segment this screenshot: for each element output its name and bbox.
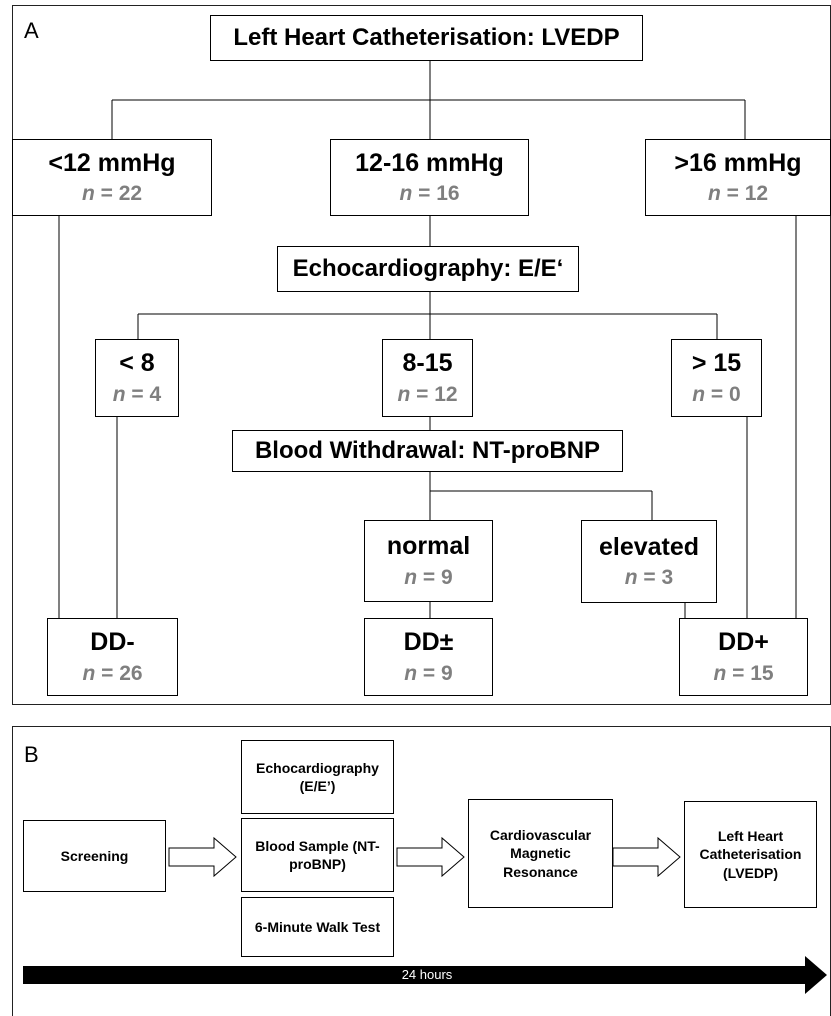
echo-header-box: Echocardiography: E/E‘: [277, 246, 579, 292]
bnp-normal-count: n = 9: [404, 565, 452, 590]
echo-high-box: > 15 n = 0: [671, 339, 762, 417]
count-value: 22: [118, 182, 143, 206]
lhc-step-label: Left Heart Catheterisation (LVEDP): [699, 828, 802, 881]
equals-sign: =: [95, 661, 120, 685]
equals-sign: =: [705, 382, 730, 406]
count-value: 4: [149, 382, 162, 406]
echo-mid-box: 8-15 n = 12: [382, 339, 473, 417]
outcome-dd-pm-box: DD± n = 9: [364, 618, 493, 696]
lvedp-mid-label: 12-16 mmHg: [355, 148, 504, 177]
lvedp-low-box: <12 mmHg n = 22: [12, 139, 212, 216]
lvedp-high-label: >16 mmHg: [674, 148, 802, 177]
outcome-dd-minus-box: DD- n = 26: [47, 618, 178, 696]
arrow-right-icon: [396, 836, 465, 878]
outcome-dd-plus-label: DD+: [718, 628, 769, 657]
equals-sign: =: [417, 565, 442, 589]
echo-low-label: < 8: [119, 349, 155, 378]
echo-step-box: Echocardiography (E/E’): [241, 740, 394, 814]
panel-a-letter: A: [24, 18, 39, 43]
blood-step-label: Blood Sample (NT-proBNP): [255, 837, 380, 872]
timeline-arrow-icon: [23, 956, 827, 994]
echo-high-count: n = 0: [692, 382, 740, 407]
screening-label: Screening: [60, 847, 129, 864]
echo-mid-count: n = 12: [397, 382, 457, 407]
blood-header-label: Blood Withdrawal: NT-proBNP: [254, 437, 601, 464]
lhc-step-box: Left Heart Catheterisation (LVEDP): [684, 801, 817, 908]
screening-box: Screening: [23, 820, 166, 892]
cmr-step-label: Cardiovascular Magnetic Resonance: [489, 827, 592, 880]
n-symbol: n: [112, 382, 126, 406]
walk-step-label: 6-Minute Walk Test: [254, 918, 381, 935]
n-symbol: n: [692, 382, 706, 406]
count-value: 3: [661, 566, 674, 590]
n-symbol: n: [707, 182, 721, 206]
outcome-dd-minus-label: DD-: [90, 628, 135, 657]
outcome-dd-plus-box: DD+ n = 15: [679, 618, 808, 696]
n-symbol: n: [713, 661, 727, 685]
lvedp-low-label: <12 mmHg: [48, 148, 176, 177]
outcome-dd-minus-count: n = 26: [82, 661, 142, 686]
count-value: 12: [744, 182, 769, 206]
echo-step-label: Echocardiography (E/E’): [256, 759, 379, 794]
count-value: 9: [441, 565, 453, 589]
bnp-elevated-box: elevated n = 3: [581, 520, 717, 603]
bnp-elevated-count: n = 3: [625, 565, 673, 590]
panel-b-letter: B: [24, 742, 39, 767]
equals-sign: =: [720, 182, 745, 206]
lvedp-high-count: n = 12: [708, 181, 768, 206]
count-value: 9: [441, 661, 453, 685]
timeline-label: 24 hours: [401, 967, 453, 982]
echo-header-label: Echocardiography: E/E‘: [292, 255, 564, 282]
n-symbol: n: [81, 182, 95, 206]
n-symbol: n: [397, 382, 411, 406]
echo-high-label: > 15: [691, 349, 742, 378]
equals-sign: =: [410, 382, 435, 406]
outcome-dd-pm-label: DD±: [403, 628, 454, 657]
bnp-normal-box: normal n = 9: [364, 520, 493, 602]
n-symbol: n: [624, 566, 638, 590]
lvedp-high-box: >16 mmHg n = 12: [645, 139, 831, 216]
equals-sign: =: [417, 661, 442, 685]
equals-sign: =: [412, 182, 437, 206]
outcome-dd-plus-count: n = 15: [713, 661, 773, 686]
walk-step-box: 6-Minute Walk Test: [241, 897, 394, 957]
count-value: 12: [434, 382, 458, 406]
outcome-dd-pm-count: n = 9: [404, 661, 452, 686]
equals-sign: =: [637, 566, 662, 590]
root-lvedp-label: Left Heart Catheterisation: LVEDP: [233, 24, 620, 51]
blood-header-box: Blood Withdrawal: NT-proBNP: [232, 430, 623, 472]
echo-low-count: n = 4: [113, 382, 161, 407]
bnp-elevated-label: elevated: [598, 532, 700, 561]
count-value: 15: [750, 661, 774, 685]
echo-low-box: < 8 n = 4: [95, 339, 179, 417]
echo-mid-label: 8-15: [402, 349, 453, 378]
n-symbol: n: [404, 661, 418, 685]
n-symbol: n: [399, 182, 413, 206]
arrow-right-icon: [612, 836, 681, 878]
n-symbol: n: [404, 565, 418, 589]
n-symbol: n: [82, 661, 96, 685]
equals-sign: =: [726, 661, 751, 685]
bnp-normal-label: normal: [386, 532, 471, 561]
cmr-step-box: Cardiovascular Magnetic Resonance: [468, 799, 613, 908]
count-value: 16: [436, 182, 460, 206]
count-value: 0: [729, 382, 741, 406]
root-lvedp-box: Left Heart Catheterisation: LVEDP: [210, 15, 643, 61]
lvedp-mid-box: 12-16 mmHg n = 16: [330, 139, 529, 216]
lvedp-mid-count: n = 16: [399, 181, 459, 206]
equals-sign: =: [94, 182, 119, 206]
lvedp-low-count: n = 22: [82, 181, 142, 206]
count-value: 26: [119, 661, 143, 685]
equals-sign: =: [125, 382, 150, 406]
blood-step-box: Blood Sample (NT-proBNP): [241, 818, 394, 892]
arrow-right-icon: [168, 836, 237, 878]
